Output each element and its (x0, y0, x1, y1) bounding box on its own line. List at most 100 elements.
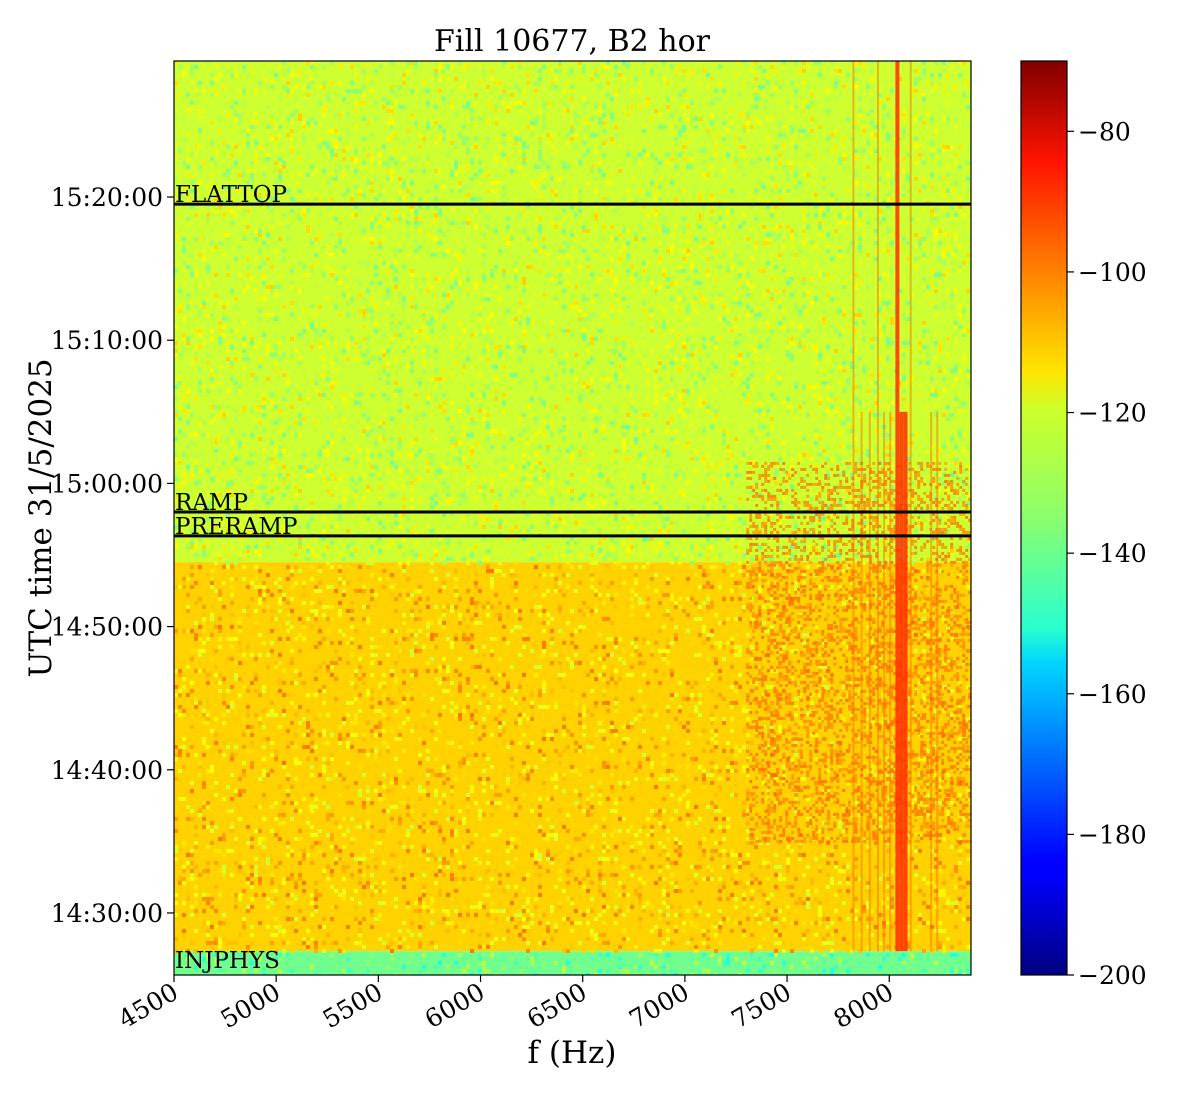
heatmap-cell (362, 137, 366, 141)
heatmap-cell (654, 445, 658, 449)
heatmap-cell (250, 233, 254, 237)
heatmap-cell (942, 193, 946, 197)
heatmap-cell (346, 341, 350, 345)
heatmap-cell (510, 493, 514, 497)
heatmap-cell (382, 429, 386, 433)
heatmap-cell (890, 441, 894, 445)
heatmap-cell (394, 217, 398, 221)
heatmap-cell (834, 413, 838, 417)
heatmap-cell (310, 117, 314, 121)
heatmap-cell (478, 489, 482, 493)
heatmap-cell (362, 353, 366, 357)
heatmap-cell (946, 73, 950, 77)
heatmap-cell (938, 449, 942, 453)
heatmap-cell (878, 385, 882, 389)
heatmap-cell (806, 105, 810, 109)
heatmap-cell (174, 325, 178, 329)
heatmap-cell (298, 113, 302, 117)
heatmap-cell (198, 329, 202, 333)
heatmap-cell (194, 193, 198, 197)
heatmap-cell (398, 293, 402, 297)
heatmap-cell (906, 341, 910, 345)
heatmap-cell (458, 165, 462, 169)
heatmap-cell (686, 365, 690, 369)
heatmap-cell (746, 81, 750, 85)
heatmap-cell (458, 461, 462, 465)
heatmap-cell (626, 149, 630, 153)
heatmap-cell (354, 149, 358, 153)
heatmap-cell (766, 73, 770, 77)
heatmap-cell (650, 153, 654, 157)
heatmap-cell (450, 401, 454, 405)
heatmap-cell (382, 437, 386, 441)
heatmap-cell (182, 433, 186, 437)
heatmap-cell (366, 417, 370, 421)
heatmap-cell (830, 277, 834, 281)
heatmap-cell (302, 85, 306, 89)
heatmap-cell (522, 345, 526, 349)
heatmap-cell (950, 221, 954, 225)
heatmap-cell (906, 281, 910, 285)
heatmap-cell (298, 189, 302, 193)
heatmap-cell (630, 341, 634, 345)
heatmap-cell (286, 485, 290, 489)
heatmap-cell (398, 85, 402, 89)
heatmap-cell (450, 169, 454, 173)
heatmap-cell (538, 157, 542, 161)
heatmap-cell (506, 217, 510, 221)
heatmap-cell (918, 237, 922, 241)
heatmap-cell (934, 305, 938, 309)
heatmap-cell (922, 177, 926, 181)
heatmap-cell (922, 185, 926, 189)
heatmap-cell (182, 69, 186, 73)
heatmap-cell (786, 397, 790, 401)
heatmap-cell (446, 465, 450, 469)
heatmap-cell (694, 321, 698, 325)
heatmap-cell (218, 269, 222, 273)
heatmap-cell (902, 341, 906, 345)
heatmap-cell (418, 229, 422, 233)
heatmap-cell (886, 341, 890, 345)
heatmap-cell (250, 161, 254, 165)
heatmap-cell (554, 189, 558, 193)
heatmap-cell (594, 313, 598, 317)
heatmap-cell (638, 417, 642, 421)
heatmap-cell (374, 69, 378, 73)
heatmap-cell (338, 429, 342, 433)
heatmap-cell (954, 117, 958, 121)
heatmap-cell (942, 205, 946, 209)
heatmap-cell (462, 433, 466, 437)
heatmap-cell (962, 81, 966, 85)
heatmap-cell (918, 361, 922, 365)
heatmap-cell (486, 169, 490, 173)
heatmap-cell (258, 457, 262, 461)
heatmap-cell (442, 169, 446, 173)
heatmap-cell (818, 69, 822, 73)
heatmap-cell (354, 405, 358, 409)
heatmap-cell (194, 377, 198, 381)
heatmap-cell (394, 357, 398, 361)
heatmap-cell (654, 277, 658, 281)
heatmap-cell (950, 385, 954, 389)
heatmap-cell (310, 173, 314, 177)
heatmap-cell (734, 73, 738, 77)
heatmap-cell (606, 305, 610, 309)
heatmap-cell (286, 425, 290, 429)
heatmap-cell (858, 309, 862, 313)
heatmap-cell (614, 289, 618, 293)
heatmap-cell (786, 281, 790, 285)
heatmap-cell (766, 157, 770, 161)
heatmap-cell (766, 325, 770, 329)
heatmap-cell (406, 217, 410, 221)
heatmap-cell (862, 365, 866, 369)
heatmap-cell (386, 289, 390, 293)
heatmap-cell (746, 381, 750, 385)
heatmap-cell (754, 77, 758, 81)
heatmap-cell (922, 257, 926, 261)
heatmap-cell (330, 81, 334, 85)
heatmap-cell (490, 317, 494, 321)
heatmap-cell (778, 133, 782, 137)
heatmap-cell (274, 285, 278, 289)
heatmap-cell (718, 205, 722, 209)
